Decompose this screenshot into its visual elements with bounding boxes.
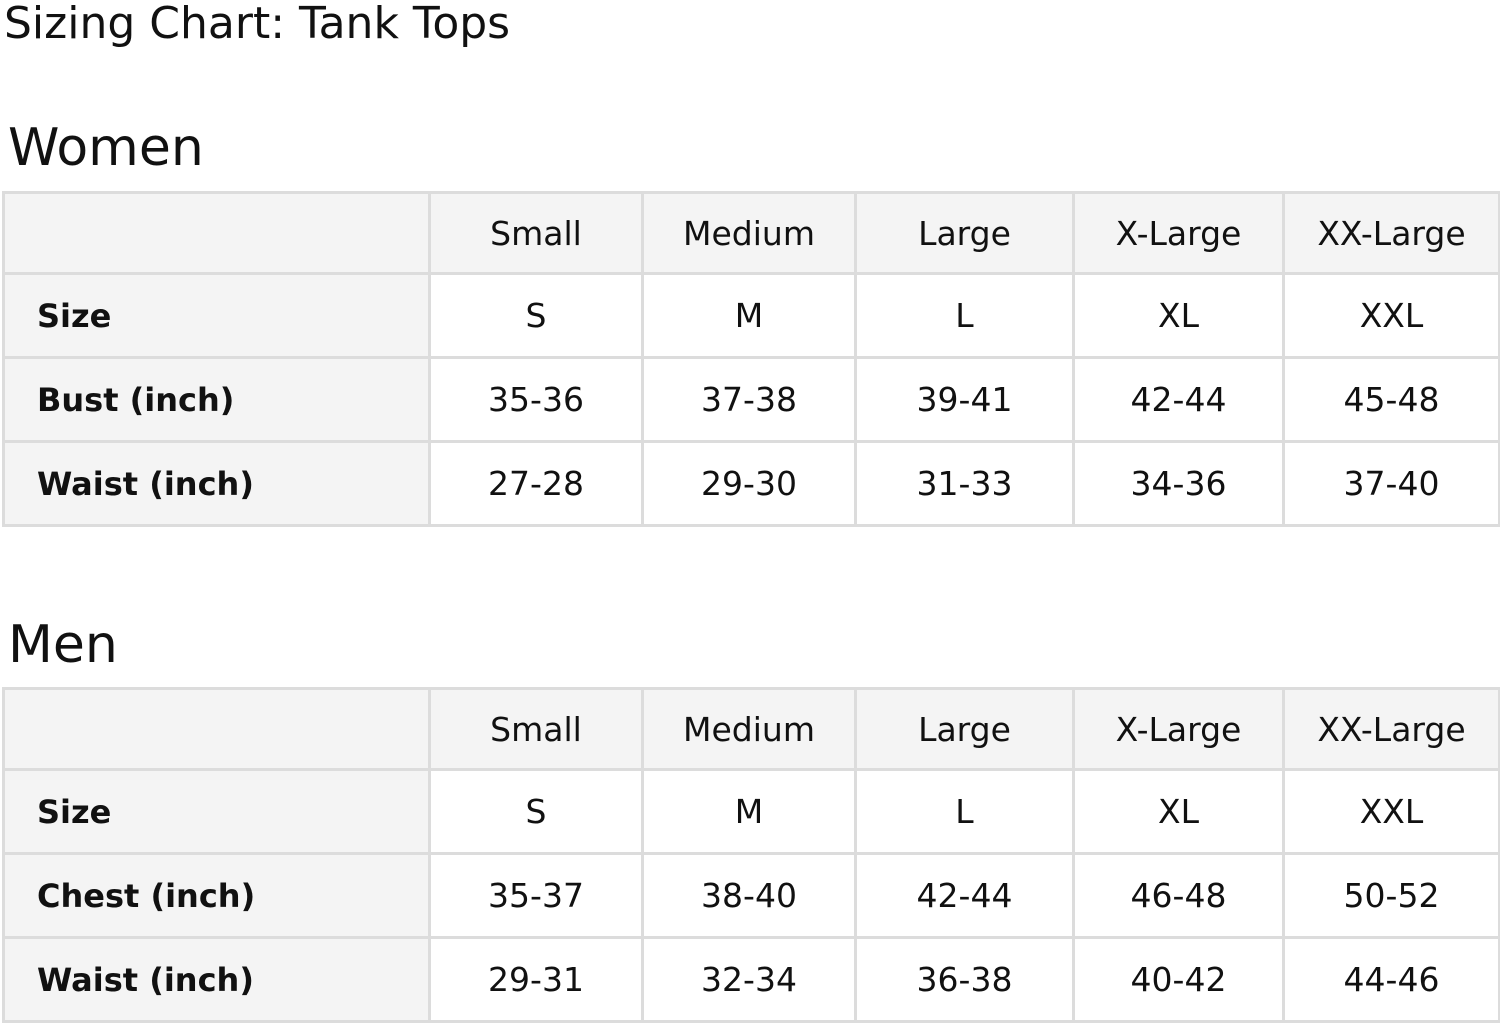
table-cell: 42-44 — [1072, 356, 1285, 443]
table-cell: 29-31 — [428, 936, 644, 1023]
table-cell: L — [854, 768, 1075, 855]
table-row: Size S M L XL XXL — [2, 768, 1500, 855]
table-cell: 29-30 — [641, 440, 857, 527]
header-row: Small Medium Large X-Large XX-Large — [2, 687, 1500, 771]
table-cell: 38-40 — [641, 852, 857, 939]
table-cell: 35-37 — [428, 852, 644, 939]
men-size-table: Small Medium Large X-Large XX-Large Size S M L XL… — [2, 687, 1500, 1023]
table-cell: 39-41 — [854, 356, 1075, 443]
column-header: Medium — [641, 687, 857, 771]
page-title: Sizing Chart: Tank Tops — [4, 0, 511, 49]
table-cell: 40-42 — [1072, 936, 1285, 1023]
table-row: Size S M L XL XXL — [2, 272, 1500, 359]
table-cell: XL — [1072, 768, 1285, 855]
women-heading: Women — [8, 118, 204, 178]
table-cell: M — [641, 272, 857, 359]
column-header: Small — [428, 687, 644, 771]
row-label: Size — [2, 768, 431, 855]
women-size-table: Small Medium Large X-Large XX-Large Size S M L XL… — [2, 191, 1500, 527]
table-row: Waist (inch) 27-28 29-30 31-33 34-36 37-40 — [2, 440, 1500, 527]
column-header: X-Large — [1072, 687, 1285, 771]
row-label: Size — [2, 272, 431, 359]
table-cell: 31-33 — [854, 440, 1075, 527]
men-heading: Men — [8, 615, 118, 675]
table-cell: XXL — [1282, 768, 1500, 855]
table-cell: M — [641, 768, 857, 855]
table-cell: 34-36 — [1072, 440, 1285, 527]
table-cell: 46-48 — [1072, 852, 1285, 939]
table-cell: L — [854, 272, 1075, 359]
column-header: Medium — [641, 191, 857, 275]
column-header: Large — [854, 687, 1075, 771]
table-cell: 44-46 — [1282, 936, 1500, 1023]
table-cell: XL — [1072, 272, 1285, 359]
table-cell: 45-48 — [1282, 356, 1500, 443]
table-row: Bust (inch) 35-36 37-38 39-41 42-44 45-48 — [2, 356, 1500, 443]
header-row: Small Medium Large X-Large XX-Large — [2, 191, 1500, 275]
table-row: Chest (inch) 35-37 38-40 42-44 46-48 50-52 — [2, 852, 1500, 939]
table-cell: S — [428, 272, 644, 359]
column-header: X-Large — [1072, 191, 1285, 275]
row-label: Waist (inch) — [2, 936, 431, 1023]
table-cell: 27-28 — [428, 440, 644, 527]
table-cell: 36-38 — [854, 936, 1075, 1023]
row-label: Chest (inch) — [2, 852, 431, 939]
table-cell: XXL — [1282, 272, 1500, 359]
table-cell: 35-36 — [428, 356, 644, 443]
table-cell: 50-52 — [1282, 852, 1500, 939]
table-cell: 32-34 — [641, 936, 857, 1023]
table-cell: 37-38 — [641, 356, 857, 443]
table-row: Waist (inch) 29-31 32-34 36-38 40-42 44-46 — [2, 936, 1500, 1023]
column-header: XX-Large — [1282, 191, 1500, 275]
table-cell: 37-40 — [1282, 440, 1500, 527]
column-header: Large — [854, 191, 1075, 275]
row-label: Waist (inch) — [2, 440, 431, 527]
column-header: Small — [428, 191, 644, 275]
column-header: XX-Large — [1282, 687, 1500, 771]
row-label: Bust (inch) — [2, 356, 431, 443]
table-cell: 42-44 — [854, 852, 1075, 939]
table-cell: S — [428, 768, 644, 855]
column-header — [2, 191, 431, 275]
column-header — [2, 687, 431, 771]
